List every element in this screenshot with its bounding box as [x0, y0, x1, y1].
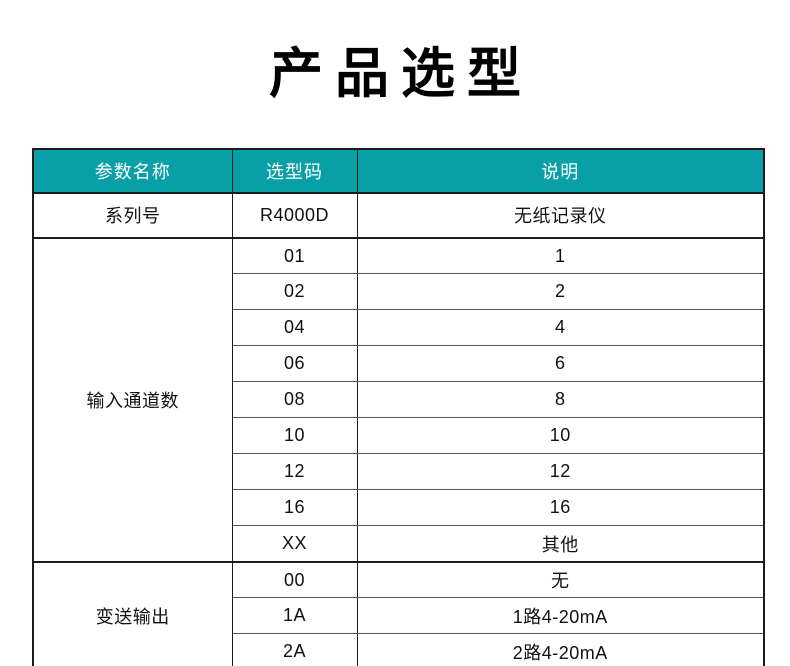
code-cell: 08 [231, 381, 358, 419]
table-row: 02 2 [33, 273, 765, 311]
description-cell: 1路4-20mA [356, 597, 765, 635]
description-cell: 6 [356, 345, 765, 383]
table-row: 06 6 [33, 345, 765, 383]
code-cell: 1A [231, 597, 358, 635]
code-cell: 06 [231, 345, 358, 383]
column-header-selection-code: 选型码 [231, 147, 358, 194]
description-cell: 2 [356, 273, 765, 311]
description-cell: 1 [356, 236, 765, 275]
description-cell: 4 [356, 309, 765, 347]
table-row: 16 16 [33, 489, 765, 527]
table-row: XX 其他 [33, 525, 765, 563]
code-cell: 10 [231, 417, 358, 455]
code-cell: R4000D [231, 191, 358, 239]
column-header-description: 说明 [356, 147, 765, 194]
param-name-cell: 输入通道数 [32, 236, 233, 563]
code-cell: 04 [231, 309, 358, 347]
code-cell: 02 [231, 273, 358, 311]
table-row: 1A 1路4-20mA [33, 597, 765, 635]
code-cell: 01 [231, 236, 358, 275]
description-cell: 16 [356, 489, 765, 527]
code-cell: 2A [231, 633, 358, 666]
description-cell: 8 [356, 381, 765, 419]
description-cell: 12 [356, 453, 765, 491]
description-cell: 2路4-20mA [356, 633, 765, 666]
table-row: 2A 2路4-20mA [33, 633, 765, 666]
column-header-parameter-name: 参数名称 [32, 147, 233, 194]
product-selection-table: 参数名称 选型码 说明 系列号 R4000D 无纸记录仪 输入通道数 01 1 … [32, 147, 765, 666]
table-row: 输入通道数 01 1 [32, 236, 765, 563]
page-title: 产品选型 [269, 44, 533, 104]
code-cell: 12 [231, 453, 358, 491]
table-header-row: 参数名称 选型码 说明 [32, 147, 765, 194]
description-cell: 10 [356, 417, 765, 455]
param-name-cell: 变送输出 [32, 560, 233, 666]
code-cell: XX [231, 525, 358, 563]
table-row: 变送输出 00 无 [32, 560, 765, 666]
table-row: 12 12 [33, 453, 765, 491]
code-cell: 16 [231, 489, 358, 527]
description-cell: 其他 [356, 525, 765, 563]
description-cell: 无纸记录仪 [356, 191, 765, 239]
description-cell: 无 [356, 560, 765, 599]
table-row: 系列号 R4000D 无纸记录仪 [32, 191, 765, 239]
param-name-cell: 系列号 [32, 191, 233, 239]
code-cell: 00 [231, 560, 358, 599]
